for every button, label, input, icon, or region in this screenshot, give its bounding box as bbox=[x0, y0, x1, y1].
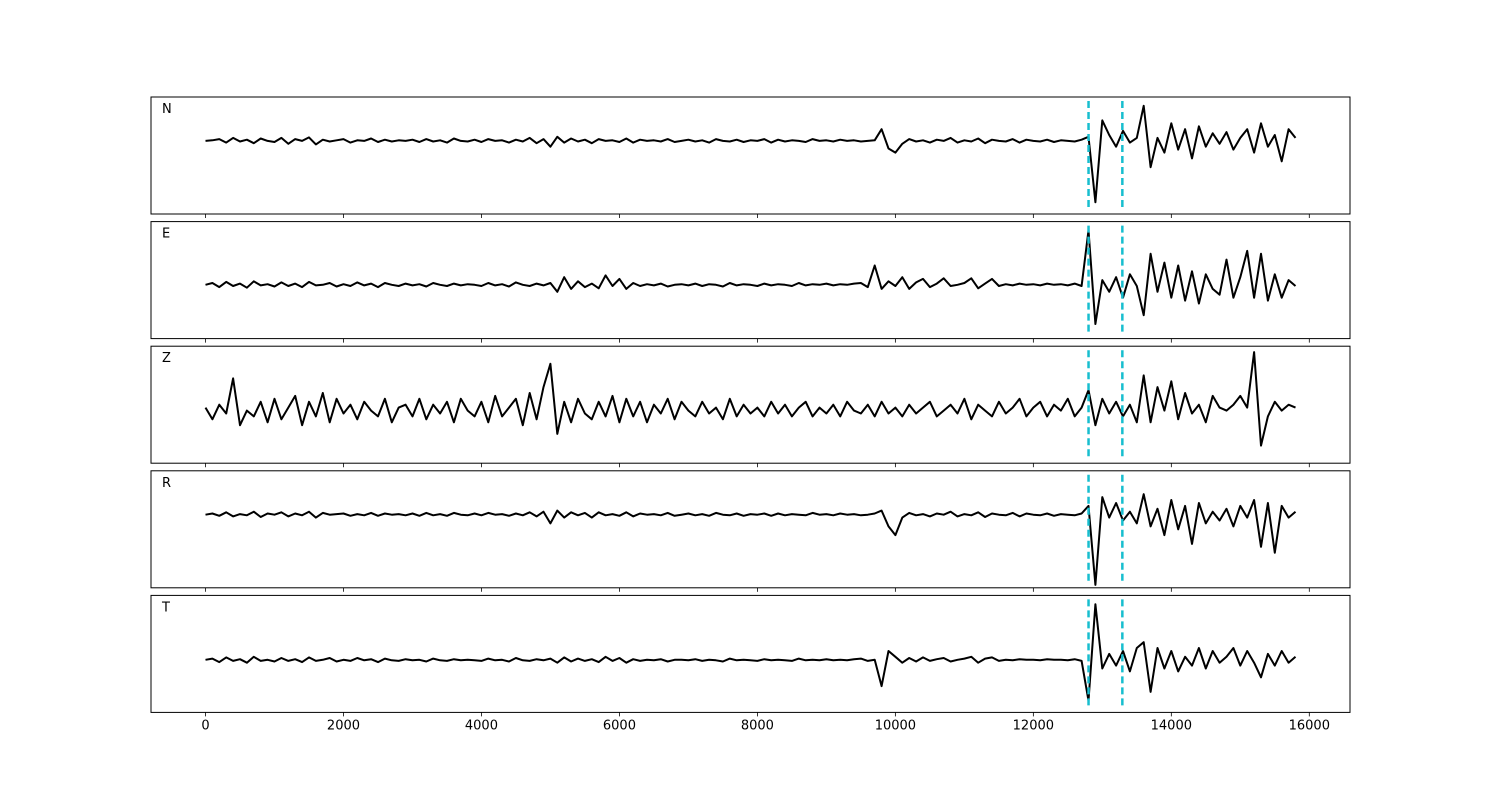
panel-frame bbox=[150, 96, 1351, 215]
x-tick-label: 8000 bbox=[741, 718, 774, 733]
panel-label: E bbox=[162, 227, 170, 242]
x-tick-label: 16000 bbox=[1289, 718, 1330, 733]
panel-frame bbox=[150, 470, 1351, 589]
waveform bbox=[205, 603, 1297, 702]
panel-label: Z bbox=[162, 351, 171, 366]
panel-label: N bbox=[162, 102, 172, 117]
waveform bbox=[204, 351, 1296, 447]
panel-frame bbox=[150, 345, 1351, 464]
panel-label: T bbox=[161, 600, 170, 615]
panel-label: R bbox=[162, 476, 171, 491]
waveform bbox=[205, 493, 1297, 586]
panel-frame bbox=[150, 594, 1351, 713]
x-tick-label: 10000 bbox=[875, 718, 916, 733]
x-tick-label: 12000 bbox=[1013, 718, 1054, 733]
x-tick-label: 14000 bbox=[1151, 718, 1192, 733]
x-tick-label: 6000 bbox=[603, 718, 636, 733]
waveform bbox=[205, 104, 1297, 204]
x-tick-label: 4000 bbox=[465, 718, 498, 733]
x-tick-label: 2000 bbox=[327, 718, 360, 733]
x-tick-label: 0 bbox=[201, 718, 209, 733]
panel-frame bbox=[150, 221, 1351, 340]
waveform bbox=[205, 229, 1297, 325]
